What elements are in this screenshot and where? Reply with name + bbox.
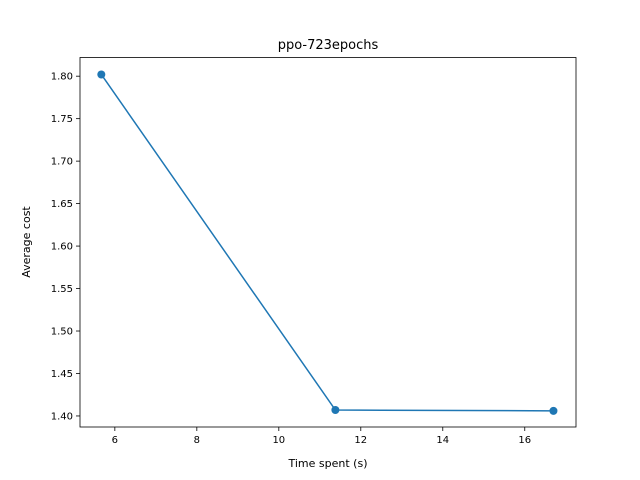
x-tick-label: 10: [272, 435, 285, 446]
x-tick-label: 8: [194, 435, 200, 446]
y-tick-label: 1.70: [51, 157, 73, 168]
data-point: [331, 406, 340, 415]
y-tick-label: 1.65: [51, 199, 73, 210]
plot-frame: [79, 57, 577, 428]
data-point: [549, 406, 558, 415]
y-tick-label: 1.40: [51, 411, 73, 422]
y-axis-label: Average cost: [20, 206, 33, 278]
y-tick-label: 1.55: [51, 284, 73, 295]
y-tick-label: 1.50: [51, 327, 73, 338]
x-tick-label: 12: [354, 435, 367, 446]
y-tick-label: 1.80: [51, 72, 73, 83]
plot-area: 6 8 10 12 14 16 1.40 1.45 1.50 1.55 1.60 1.65 1.70 1.…: [51, 70, 558, 446]
x-tick-label: 6: [112, 435, 118, 446]
x-tick-label: 14: [436, 435, 449, 446]
y-tick-label: 1.75: [51, 114, 73, 125]
chart-title: ppo-723epochs: [278, 38, 379, 53]
x-tick-label: 16: [518, 435, 531, 446]
x-axis-label: Time spent (s): [288, 457, 368, 470]
data-point: [97, 70, 106, 79]
y-tick-label: 1.45: [51, 369, 73, 380]
y-tick-label: 1.60: [51, 242, 73, 253]
